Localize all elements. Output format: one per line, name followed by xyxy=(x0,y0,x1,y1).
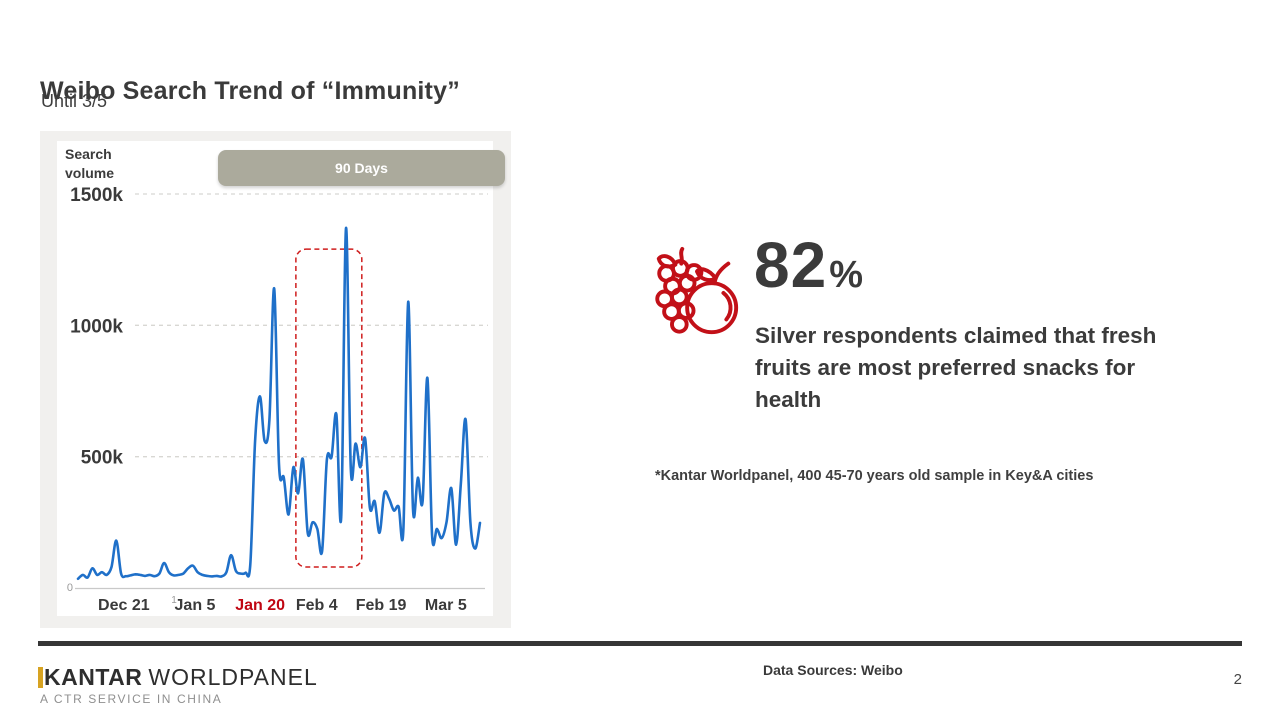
x-tick-label: Jan 20 xyxy=(235,597,285,614)
page-title: Weibo Search Trend of “Immunity” xyxy=(40,76,460,105)
stat-number: 82 xyxy=(754,229,828,301)
x-tick-label: Dec 21 xyxy=(98,597,150,614)
stat-description: Silver respondents claimed that fresh fr… xyxy=(755,323,1157,412)
chart-panel: Search volume 90 Days 1500k 1000k 500k 0 Dec… xyxy=(57,141,505,616)
fruit-grapes-apple-icon xyxy=(655,246,739,335)
stat-footnote: *Kantar Worldpanel, 400 45-70 years old … xyxy=(655,468,1094,484)
logo-gold-bar xyxy=(38,667,43,688)
y-axis-title: Search volume xyxy=(65,146,115,181)
logo-tagline: A CTR SERVICE IN CHINA xyxy=(40,692,223,706)
x-tick-label: Feb 4 xyxy=(296,597,338,614)
y-tick-label: 1000k xyxy=(70,316,123,337)
page-subtitle: Until 3/5 xyxy=(41,91,108,111)
y-tick-label: 1500k xyxy=(70,185,123,206)
stat-percent-sign: % xyxy=(829,254,863,296)
kantar-worldpanel-logo: KANTAR WORLDPANEL xyxy=(38,664,318,691)
x-tick-label: Mar 5 xyxy=(425,597,467,614)
x-tick-label: Feb 19 xyxy=(356,597,407,614)
stat-percentage: 82% xyxy=(754,233,863,297)
footer-divider xyxy=(38,641,1242,646)
logo-kantar-text: KANTAR xyxy=(44,664,143,690)
y-tick-label: 500k xyxy=(81,448,124,469)
page-number: 2 xyxy=(1233,671,1242,688)
y-tick-label: 0 xyxy=(67,582,73,594)
chart-line xyxy=(76,226,482,581)
x-tick-label: Jan 5 xyxy=(175,597,216,614)
chart-card: Search volume 90 Days 1500k 1000k 500k 0 Dec… xyxy=(40,131,511,628)
logo-worldpanel-text: WORLDPANEL xyxy=(148,664,318,690)
line-chart: 1500k 1000k 500k 0 Dec 21 1 Jan 5 Jan 20 Feb 4 Fe… xyxy=(57,141,493,616)
x-tick-minor: 1 xyxy=(171,595,177,606)
range-button-90-days[interactable]: 90 Days xyxy=(218,150,505,186)
data-sources-label: Data Sources: Weibo xyxy=(763,662,903,678)
